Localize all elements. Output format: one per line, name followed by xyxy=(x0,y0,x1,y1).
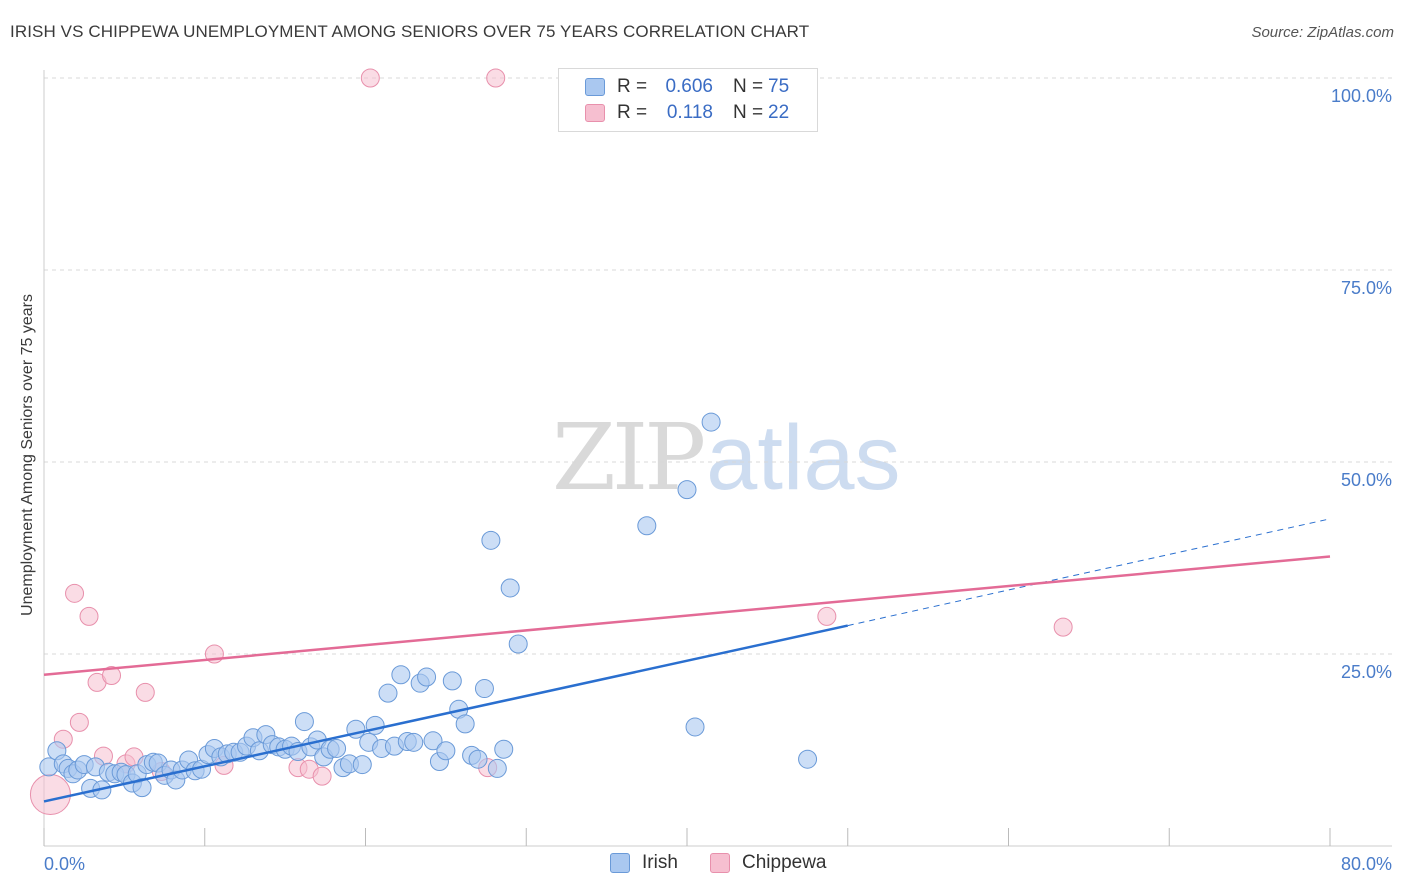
legend-r-value-chippewa: 0.118 xyxy=(666,102,713,123)
irish-point xyxy=(365,715,385,735)
series-swatch-chippewa xyxy=(710,853,730,873)
series-swatch-irish xyxy=(610,853,630,873)
y-tick-label: 50.0% xyxy=(1341,470,1392,490)
x-tick-label: 80.0% xyxy=(1341,854,1392,874)
irish-point xyxy=(494,739,514,759)
chippewa-point xyxy=(1053,617,1073,637)
legend-n-label: N = xyxy=(733,102,764,123)
legend-swatch-irish xyxy=(585,78,605,96)
legend-row-irish: R = 0.606 N = 75 xyxy=(585,75,789,99)
irish-point xyxy=(508,634,528,654)
series-label-irish: Irish xyxy=(642,852,678,873)
legend-r-value-irish: 0.606 xyxy=(665,76,713,97)
irish-point xyxy=(294,712,314,732)
irish-point xyxy=(474,679,494,699)
legend-swatch-chippewa xyxy=(585,104,605,122)
irish-point xyxy=(442,671,462,691)
series-label-chippewa: Chippewa xyxy=(742,852,827,873)
irish-point xyxy=(677,480,697,500)
legend-n-value-chippewa: 22 xyxy=(768,102,790,123)
irish-point xyxy=(468,749,488,769)
irish-point xyxy=(423,731,443,751)
irish-point xyxy=(685,717,705,737)
chippewa-point xyxy=(486,68,506,88)
chippewa-point xyxy=(135,682,155,702)
chippewa-point xyxy=(360,68,380,88)
irish-trend-extension xyxy=(847,518,1331,627)
legend-n-label: N = xyxy=(733,76,764,97)
irish-point xyxy=(378,683,398,703)
irish-points xyxy=(39,412,818,800)
chippewa-point xyxy=(817,606,837,626)
tick-labels: 25.0% 50.0% 75.0% 100.0% 0.0% 80.0% xyxy=(44,86,1392,874)
chippewa-point xyxy=(102,666,122,686)
chippewa-points xyxy=(29,68,1073,816)
irish-point xyxy=(391,665,411,685)
irish-point xyxy=(132,778,152,798)
legend-r-label: R = xyxy=(617,102,648,123)
x-tick-label: 0.0% xyxy=(44,854,85,874)
trend-lines xyxy=(43,518,1331,803)
correlation-legend: R = 0.606 N = 75 R = 0.118 N = 22 xyxy=(558,68,818,132)
legend-n-value-irish: 75 xyxy=(768,76,790,97)
irish-point xyxy=(455,714,475,734)
irish-point xyxy=(404,732,424,752)
chippewa-point xyxy=(69,712,89,732)
gridlines xyxy=(44,77,1392,655)
irish-point xyxy=(436,741,456,761)
legend-row-chippewa: R = 0.118 N = 22 xyxy=(585,101,789,125)
irish-point xyxy=(327,738,347,758)
irish-point xyxy=(417,667,437,687)
chippewa-trend-line xyxy=(43,555,1331,676)
irish-point xyxy=(481,530,501,550)
y-tick-label: 75.0% xyxy=(1341,278,1392,298)
irish-point xyxy=(500,578,520,598)
irish-point xyxy=(701,412,721,432)
chart-title: IRISH VS CHIPPEWA UNEMPLOYMENT AMONG SEN… xyxy=(10,22,810,41)
series-legend-chippewa[interactable]: Chippewa xyxy=(710,852,827,874)
series-legend: Irish Chippewa xyxy=(0,852,1406,876)
series-legend-irish[interactable]: Irish xyxy=(610,852,678,874)
legend-r-label: R = xyxy=(617,76,648,97)
irish-trend-line xyxy=(43,624,849,803)
y-tick-label: 25.0% xyxy=(1341,662,1392,682)
chippewa-point xyxy=(29,774,71,816)
chippewa-point xyxy=(79,606,99,626)
y-tick-label: 100.0% xyxy=(1331,86,1392,106)
chippewa-point xyxy=(312,766,332,786)
irish-point xyxy=(637,516,657,536)
irish-point xyxy=(798,749,818,769)
axes xyxy=(43,70,1392,847)
chart-source: Source: ZipAtlas.com xyxy=(1251,24,1394,41)
irish-point xyxy=(352,755,372,775)
chippewa-point xyxy=(65,583,85,603)
irish-point xyxy=(487,758,507,778)
